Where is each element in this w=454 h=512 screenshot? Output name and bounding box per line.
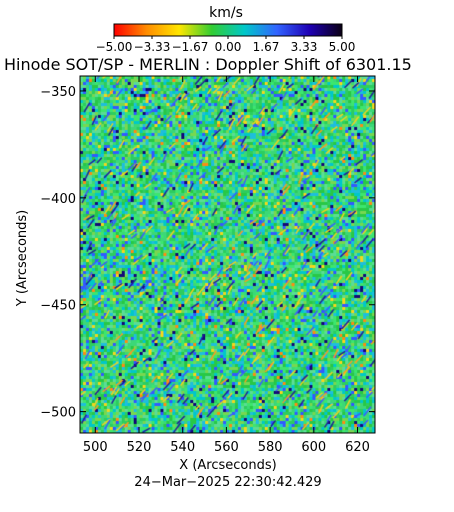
x-tick-label: 560: [214, 440, 239, 455]
x-axis: 500 520 540 560 580 600 620: [83, 76, 370, 455]
x-tick-label: 580: [258, 440, 283, 455]
colorbar-tick-label: 1.67: [253, 40, 280, 54]
chart-title: Hinode SOT/SP - MERLIN : Doppler Shift o…: [4, 55, 412, 74]
colorbar-tick-label: 5.00: [329, 40, 356, 54]
colorbar-tick-label: −5.00: [96, 40, 133, 54]
colorbar-tick-label: 0.00: [215, 40, 242, 54]
x-tick-label: 600: [301, 440, 326, 455]
plot-frame: [79, 75, 376, 434]
colorbar-ticks: −5.00 −3.33 −1.67 0.00 1.67 3.33 5.00: [96, 36, 356, 54]
x-axis-label: X (Arcseconds): [179, 458, 276, 473]
y-tick-label: −350: [40, 85, 76, 100]
x-tick-label: 540: [170, 440, 195, 455]
y-tick-label: −450: [40, 299, 76, 314]
timestamp: 24−Mar−2025 22:30:42.429: [134, 475, 321, 490]
y-tick-label: −500: [40, 406, 76, 421]
colorbar-tick-label: −1.67: [172, 40, 209, 54]
x-tick-label: 500: [83, 440, 108, 455]
y-axis-label: Y (Arcseconds): [15, 210, 30, 307]
y-tick-label: −400: [40, 192, 76, 207]
colorbar-tick-label: 3.33: [291, 40, 318, 54]
doppler-map-pixels: [80, 76, 375, 433]
colorbar-label: km/s: [209, 5, 243, 21]
x-tick-label: 620: [345, 440, 370, 455]
colorbar-tick-label: −3.33: [134, 40, 171, 54]
doppler-image: [80, 76, 375, 433]
y-axis: −350 −400 −450 −500: [40, 85, 375, 421]
colorbar: [113, 23, 343, 37]
x-tick-label: 520: [127, 440, 152, 455]
